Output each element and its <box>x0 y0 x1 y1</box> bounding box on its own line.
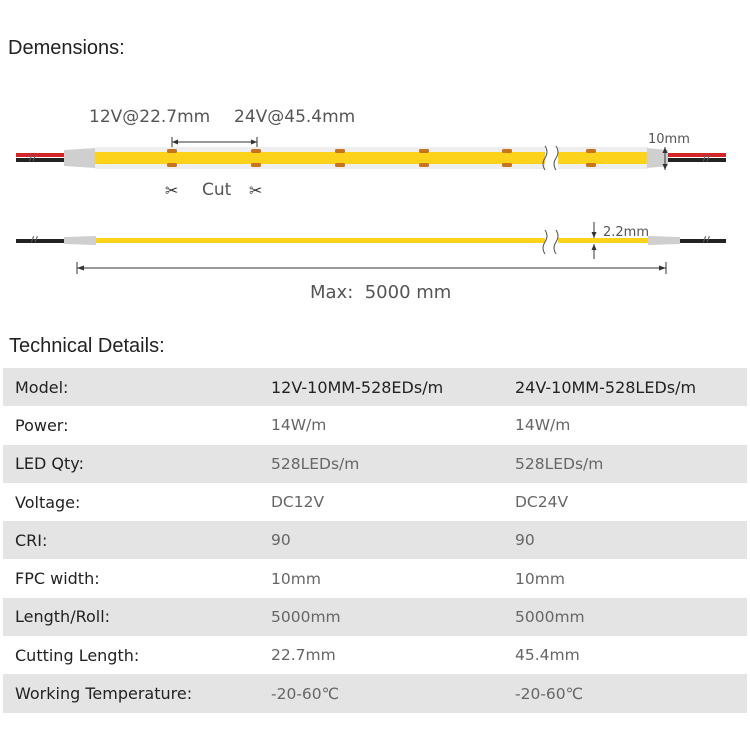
table-row: FPC width: 10mm 10mm <box>3 559 747 598</box>
spec-value-24v: -20-60℃ <box>515 674 747 713</box>
spec-value-24v: 45.4mm <box>515 636 747 675</box>
table-row: Voltage: DC12V DC24V <box>3 482 747 522</box>
width-dimension: 10mm <box>648 132 690 170</box>
spec-value-24v: DC24V <box>515 482 747 522</box>
spec-table: Model: 12V-10MM-528EDs/m 24V-10MM-528LED… <box>3 368 747 713</box>
spec-value-24v: 10mm <box>515 559 747 598</box>
cut-label: Cut <box>202 180 232 200</box>
pitch-arrow <box>171 137 258 148</box>
led-strip-top-view <box>95 145 648 171</box>
pitch-12v-label: 12V@22.7mm <box>89 107 210 127</box>
spec-label: Power: <box>3 406 271 445</box>
dimensions-heading: Demensions: <box>8 37 125 59</box>
svg-text:〃: 〃 <box>700 152 713 167</box>
svg-text:〃: 〃 <box>28 233 41 248</box>
spec-label: FPC width: <box>3 559 271 598</box>
table-row: Working Temperature: -20-60℃ -20-60℃ <box>3 674 747 713</box>
led-strip-dimension-diagram: 12V@22.7mm 24V@45.4mm 〃 〃 <box>16 107 726 303</box>
spec-value-12v: 90 <box>271 521 515 560</box>
spec-value-12v: 5000mm <box>271 597 515 637</box>
scissors-icon: ✂ <box>249 181 262 200</box>
spec-value-24v: 90 <box>515 521 747 560</box>
spec-value-12v: 528LEDs/m <box>271 444 515 483</box>
led-strip-side-view: 〃 〃 <box>16 229 726 255</box>
spec-value-12v: DC12V <box>271 482 515 522</box>
table-row: LED Qty: 528LEDs/m 528LEDs/m <box>3 444 747 483</box>
table-row: Cutting Length: 22.7mm 45.4mm <box>3 636 747 675</box>
svg-text:〃: 〃 <box>700 233 713 248</box>
spec-label: Voltage: <box>3 482 271 522</box>
thickness-label: 2.2mm <box>603 225 649 240</box>
table-row: Power: 14W/m 14W/m <box>3 406 747 445</box>
spec-value-24v: 24V-10MM-528LEDs/m <box>515 368 747 407</box>
svg-text:〃: 〃 <box>26 152 39 167</box>
left-wires-top: 〃 <box>16 148 96 168</box>
thickness-dimension: 2.2mm <box>591 222 649 259</box>
solder-pads <box>167 149 596 167</box>
spec-value-12v: 14W/m <box>271 406 515 445</box>
spec-value-24v: 14W/m <box>515 406 747 445</box>
spec-label: LED Qty: <box>3 444 271 483</box>
spec-value-12v: 10mm <box>271 559 515 598</box>
spec-value-12v: 22.7mm <box>271 636 515 675</box>
spec-label: Length/Roll: <box>3 597 271 637</box>
spec-value-24v: 5000mm <box>515 597 747 637</box>
pitch-24v-label: 24V@45.4mm <box>234 107 355 127</box>
width-label: 10mm <box>648 132 690 147</box>
spec-label: Cutting Length: <box>3 636 271 675</box>
spec-value-12v: -20-60℃ <box>271 674 515 713</box>
max-length-dimension: Max: 5000 mm <box>76 262 667 303</box>
table-row: Length/Roll: 5000mm 5000mm <box>3 597 747 637</box>
spec-label: Model: <box>3 368 271 407</box>
table-row: Model: 12V-10MM-528EDs/m 24V-10MM-528LED… <box>3 368 747 407</box>
max-length-label: Max: 5000 mm <box>310 282 451 303</box>
table-row: CRI: 90 90 <box>3 521 747 560</box>
technical-details-heading: Technical Details: <box>9 335 165 357</box>
right-wires-top: 〃 <box>647 148 726 168</box>
spec-value-12v: 12V-10MM-528EDs/m <box>271 368 515 407</box>
spec-value-24v: 528LEDs/m <box>515 444 747 483</box>
cut-marks: ✂ Cut ✂ <box>165 180 262 200</box>
spec-label: CRI: <box>3 521 271 560</box>
spec-label: Working Temperature: <box>3 674 271 713</box>
scissors-icon: ✂ <box>165 181 178 200</box>
